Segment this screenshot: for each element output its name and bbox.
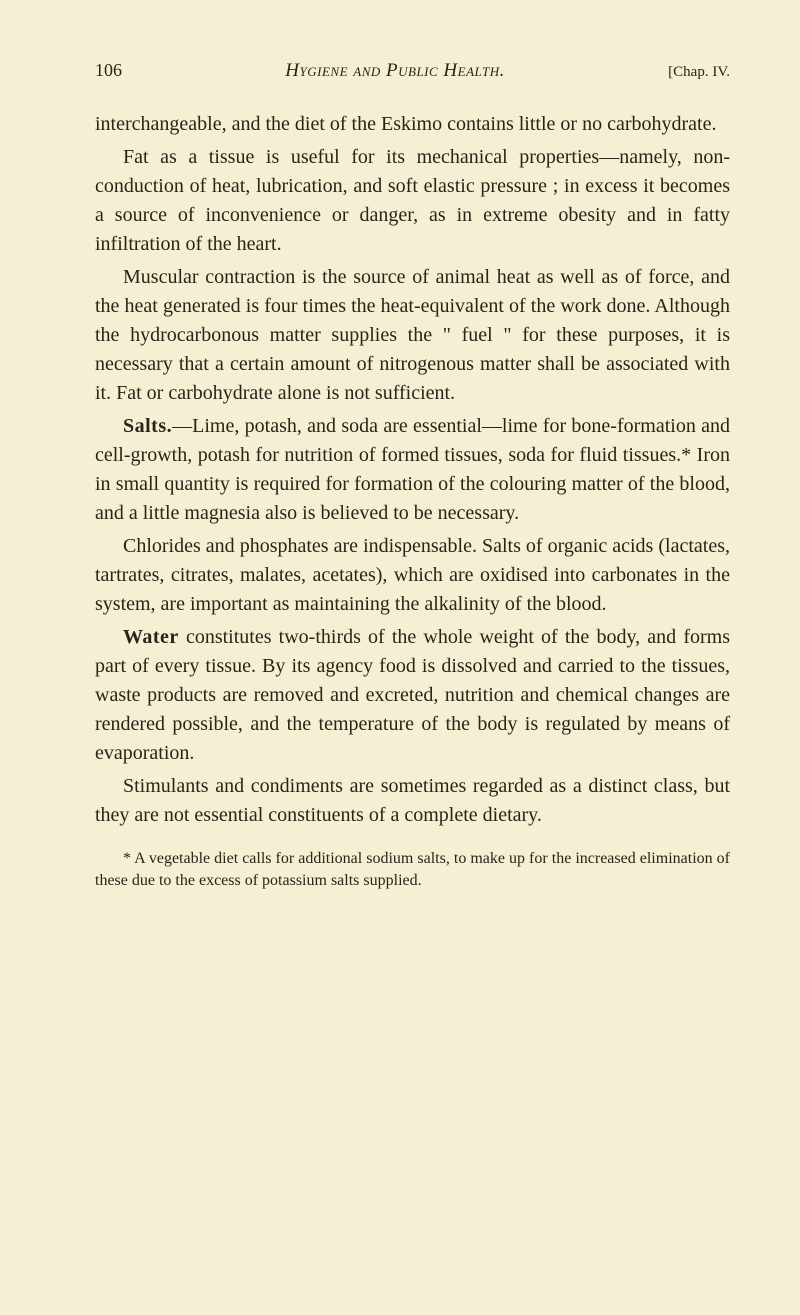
paragraph-7: Stimulants and condiments are sometimes … (95, 772, 730, 830)
paragraph-4: Salts.—Lime, potash, and soda are essent… (95, 412, 730, 528)
chapter-label: [Chap. IV. (668, 64, 730, 81)
page-container: 106 Hygiene and Public Health. [Chap. IV… (0, 0, 800, 941)
page-header: 106 Hygiene and Public Health. [Chap. IV… (95, 60, 730, 82)
body-text: interchangeable, and the diet of the Esk… (95, 110, 730, 830)
paragraph-5: Chlorides and phosphates are indispensab… (95, 532, 730, 619)
water-label: Water (123, 626, 179, 648)
footnote: * A vegetable diet calls for additional … (95, 848, 730, 891)
salts-label: Salts. (123, 415, 172, 437)
paragraph-1: interchangeable, and the diet of the Esk… (95, 110, 730, 139)
page-number: 106 (95, 60, 122, 81)
header-title: Hygiene and Public Health. (285, 60, 505, 82)
paragraph-4-text: —Lime, potash, and soda are essential—li… (95, 415, 730, 524)
paragraph-6: Water constitutes two-thirds of the whol… (95, 623, 730, 768)
paragraph-2: Fat as a tissue is useful for its mechan… (95, 143, 730, 259)
paragraph-3: Muscular contraction is the source of an… (95, 263, 730, 408)
paragraph-6-text: constitutes two-thirds of the whole weig… (95, 626, 730, 764)
